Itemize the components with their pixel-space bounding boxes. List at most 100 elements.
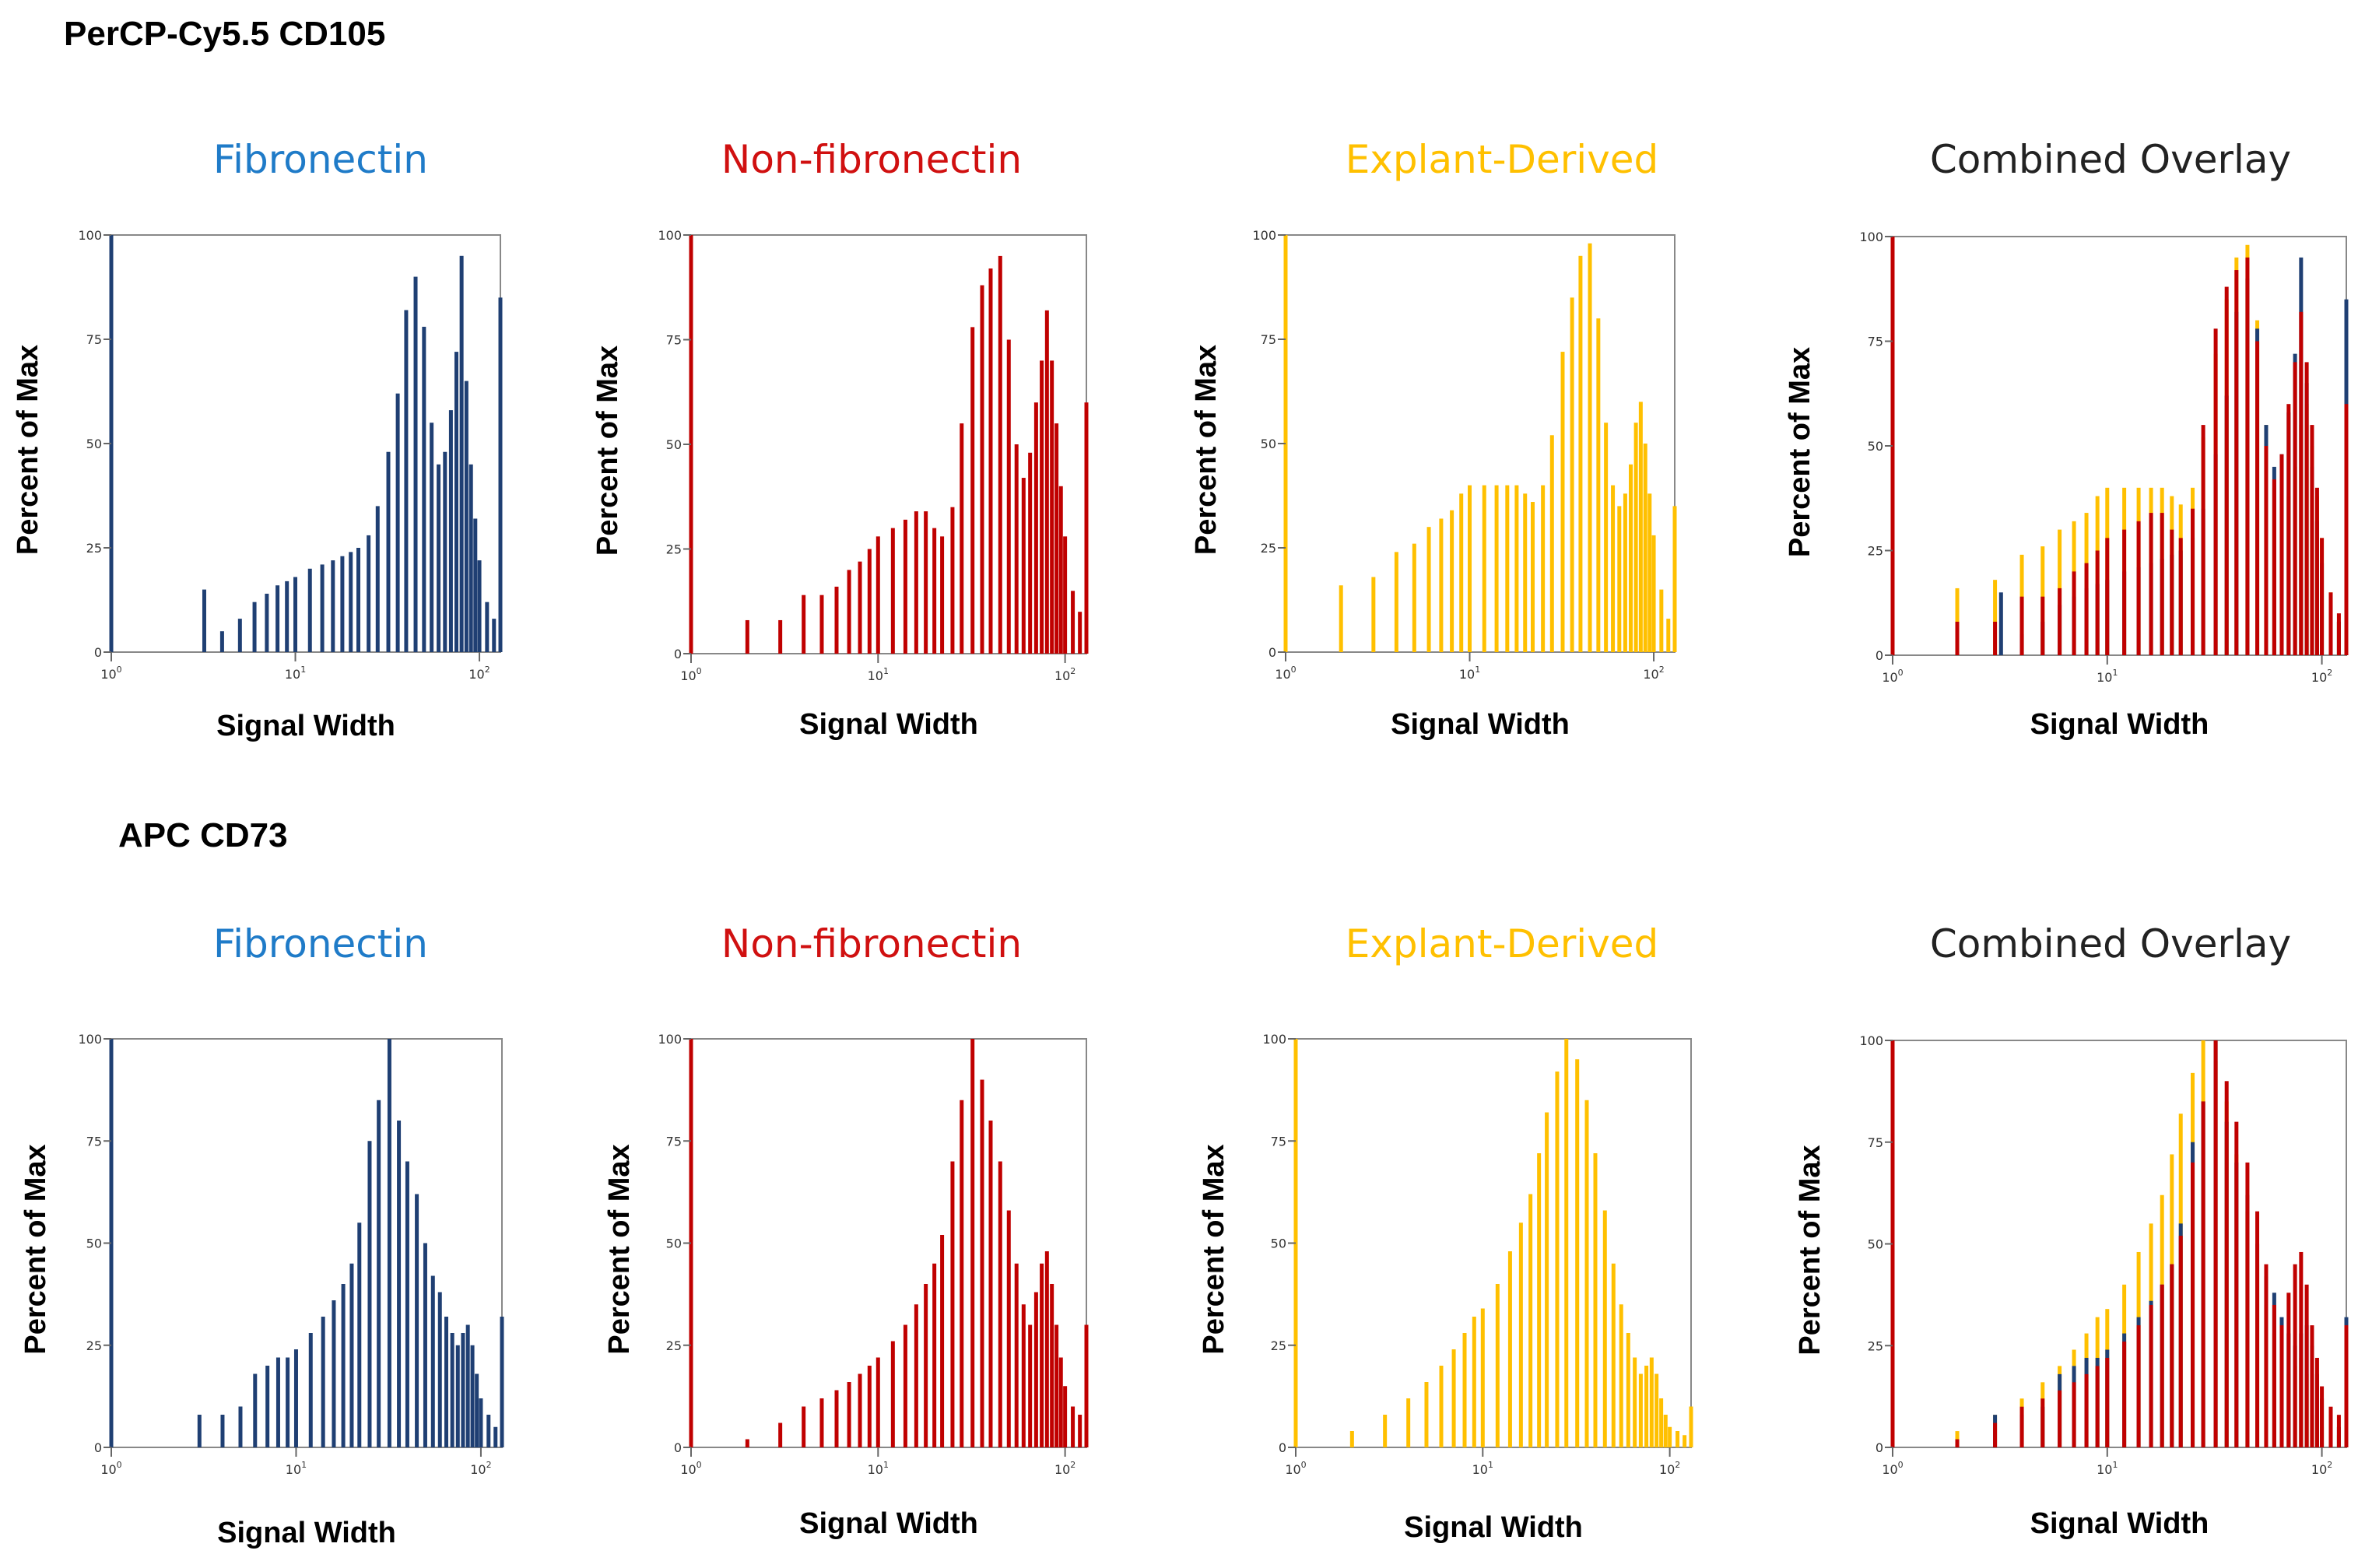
panel-title: Explant-Derived <box>1346 137 1659 182</box>
histogram-bar <box>2170 1264 2174 1447</box>
histogram-bar <box>1955 588 1960 655</box>
histogram-bar <box>1593 1153 1598 1447</box>
histogram-bar <box>1424 1382 1429 1447</box>
histogram-bar <box>450 1333 454 1447</box>
histogram-bar <box>356 548 361 652</box>
histogram-bar <box>960 1100 964 1447</box>
y-tick-label: 75 <box>666 333 682 348</box>
histogram-bar <box>331 560 335 652</box>
histogram-bar <box>1602 1210 1607 1447</box>
histogram-bar <box>980 1079 984 1447</box>
histogram-bar <box>2328 1406 2333 1447</box>
histogram-bar <box>265 1366 270 1447</box>
histogram-bar <box>2264 1264 2269 1447</box>
y-tick-label: 25 <box>1868 544 1883 559</box>
histogram-bar <box>2314 1357 2319 1447</box>
y-tick-label: 75 <box>86 332 102 347</box>
histogram-bar <box>2336 1415 2341 1447</box>
histogram-bar <box>2058 1390 2062 1447</box>
histogram-bar <box>1014 444 1019 654</box>
histogram-bar <box>1545 1112 1549 1447</box>
histogram-bar <box>340 556 345 652</box>
histogram-bar <box>1575 1059 1580 1447</box>
histogram-bar <box>443 451 447 652</box>
histogram-bar <box>415 1194 419 1447</box>
histogram-bar <box>357 1222 362 1447</box>
histogram-bar <box>219 631 224 652</box>
histogram-bar <box>1071 1406 1075 1447</box>
histogram-bar <box>2234 270 2239 655</box>
histogram-bar <box>1480 1308 1485 1447</box>
histogram-bar <box>1638 402 1643 652</box>
histogram-bar <box>422 326 426 652</box>
histogram-bar <box>1955 1439 1960 1447</box>
histogram-bar <box>1495 1284 1500 1447</box>
histogram-bar <box>847 570 851 654</box>
histogram-bar <box>470 1345 475 1447</box>
histogram-bar <box>950 507 955 654</box>
histogram-series <box>1283 235 1677 653</box>
histogram-bar <box>2170 529 2174 655</box>
histogram-bar <box>1611 1263 1616 1447</box>
histogram-bar <box>252 602 257 652</box>
histogram-bar <box>988 268 993 654</box>
histogram-bar <box>1505 485 1510 652</box>
histogram-bar <box>1528 1194 1533 1447</box>
histogram-bar <box>932 1263 937 1447</box>
histogram-bar <box>395 393 400 652</box>
histogram-bar <box>293 577 298 652</box>
histogram-bar <box>286 1357 290 1447</box>
histogram-series <box>109 235 503 652</box>
histogram-bar <box>1426 527 1431 652</box>
histogram-bar <box>1078 1415 1083 1447</box>
histogram-bar <box>2213 1040 2218 1447</box>
histogram-bar <box>1659 1398 1664 1447</box>
histogram-bar <box>1541 485 1546 652</box>
histogram-bar <box>2084 563 2089 655</box>
histogram-bar <box>2310 1325 2314 1447</box>
histogram-bar <box>486 1415 491 1447</box>
histogram-bar <box>1058 1357 1063 1447</box>
y-tick-label: 25 <box>1271 1338 1286 1353</box>
histogram-bar <box>2299 1251 2304 1447</box>
y-tick-label: 50 <box>1868 1237 1883 1252</box>
histogram-bar <box>940 1235 945 1447</box>
histogram-bar <box>2279 454 2284 655</box>
histogram-bar <box>1647 493 1652 652</box>
histogram-bar <box>321 1317 325 1447</box>
histogram-bar <box>890 1341 895 1447</box>
histogram-bar <box>819 595 824 654</box>
histogram-bar <box>1668 1426 1672 1447</box>
histogram-bar <box>444 1317 449 1447</box>
histogram-bar <box>1596 318 1601 652</box>
panel-title: Non-fibronectin <box>721 137 1022 182</box>
y-tick-label: 0 <box>1876 1440 1883 1455</box>
histogram-bar <box>2084 1373 2089 1447</box>
y-tick-label: 50 <box>86 437 102 451</box>
histogram-bar <box>1998 592 2003 655</box>
histogram-bar <box>1619 1304 1623 1447</box>
histogram-bar <box>1518 1222 1523 1447</box>
y-tick-label: 50 <box>666 437 682 452</box>
histogram-bar <box>397 1121 402 1447</box>
histogram-bar <box>2255 1211 2260 1447</box>
histogram-bar <box>745 619 749 654</box>
histogram-bar <box>308 1333 313 1447</box>
histogram-bar <box>2245 257 2250 655</box>
histogram-bar <box>1514 485 1519 652</box>
panel-title: Combined Overlay <box>1930 921 2291 966</box>
histogram-bar <box>1993 1422 1998 1447</box>
histogram-bar <box>1644 1366 1649 1447</box>
histogram-bar <box>2224 1081 2229 1447</box>
y-tick-label: 75 <box>1868 335 1883 349</box>
histogram-bar <box>2304 1284 2309 1447</box>
histogram-bar <box>1044 310 1049 654</box>
histogram-bar <box>867 1366 872 1447</box>
y-tick-label: 75 <box>1271 1134 1286 1149</box>
histogram-bar <box>1349 1431 1354 1447</box>
histogram-series <box>689 1039 1089 1447</box>
histogram-bar <box>405 1161 409 1447</box>
